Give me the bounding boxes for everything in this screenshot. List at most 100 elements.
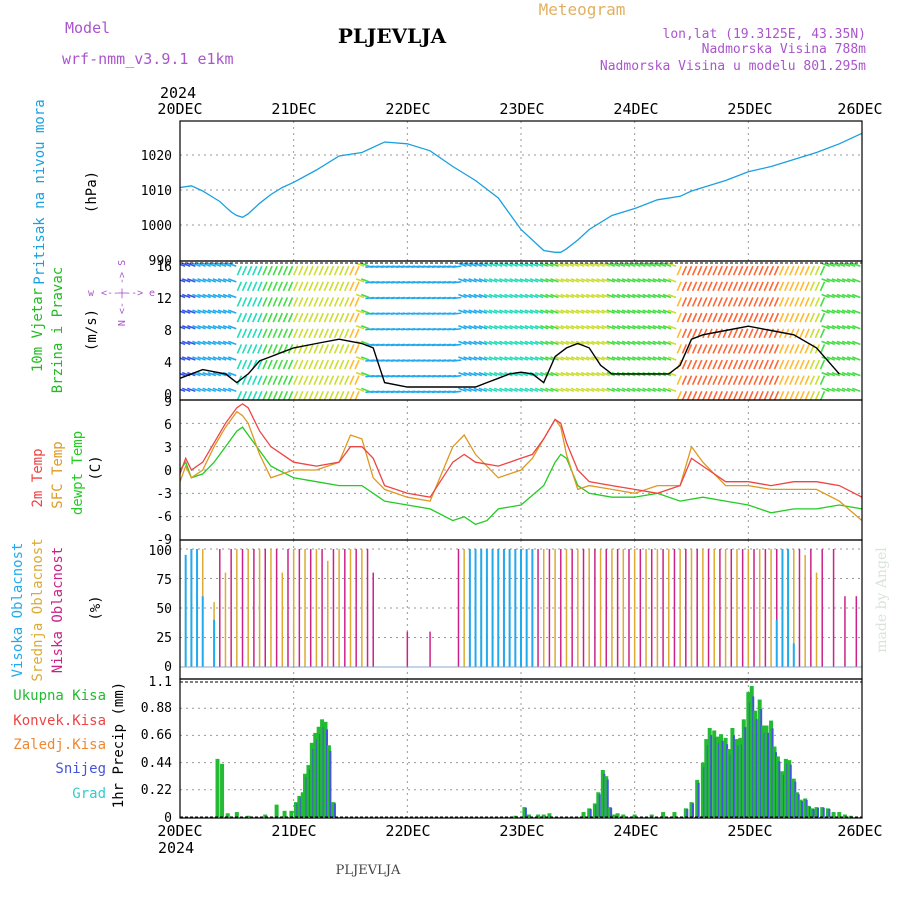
wind-barb	[545, 387, 554, 393]
wind-barb	[509, 309, 518, 314]
wind-barb	[202, 309, 211, 314]
wind-barb	[570, 262, 580, 267]
wind-barb	[642, 387, 651, 393]
wind-barb	[519, 309, 529, 314]
wind-barb	[632, 262, 641, 267]
precip-bar	[837, 812, 842, 817]
wind-barb	[821, 262, 830, 267]
precip-bar	[621, 814, 626, 817]
wind-barb	[197, 278, 206, 283]
wind-barb	[794, 281, 800, 292]
wind-barb	[748, 328, 754, 339]
precip-legend-total: Ukupna Kisa	[13, 688, 106, 704]
wind-barb	[799, 297, 805, 307]
wind-barb	[282, 375, 289, 385]
wind-barb	[717, 281, 723, 292]
wind-barb	[647, 340, 656, 346]
wind-barb	[826, 309, 836, 314]
wind-barb	[821, 309, 830, 314]
wind-barb	[696, 344, 703, 354]
wind-barb	[819, 328, 826, 339]
wind-barb	[514, 278, 523, 283]
precip-bar	[791, 778, 796, 817]
wind-barb	[565, 387, 575, 393]
wind-barb	[236, 359, 243, 370]
wind-barb	[732, 312, 739, 323]
wind-barb	[241, 375, 248, 385]
wind-barb	[565, 325, 575, 330]
wind-barb	[519, 262, 529, 267]
wind-barb	[686, 265, 693, 276]
wind-barb	[621, 309, 631, 314]
wind-barb	[539, 293, 549, 299]
wind-barb	[483, 325, 493, 330]
wind-barb	[606, 278, 616, 283]
temp-label-2m: 2m Temp	[30, 448, 46, 507]
wind-barb	[758, 390, 764, 400]
wind-barb	[187, 356, 196, 361]
wind-barb	[783, 359, 790, 370]
wind-barb	[202, 325, 211, 330]
wind-barb	[344, 312, 350, 323]
precip-snow-bar	[692, 803, 694, 817]
wind-barb	[743, 375, 749, 385]
wind-barb	[323, 281, 330, 292]
wind-barb	[763, 265, 769, 276]
wind-barb	[555, 262, 564, 267]
wind-barb	[473, 293, 483, 299]
wind-barb	[355, 309, 365, 314]
wind-barb	[826, 340, 836, 346]
wind-barb	[323, 375, 330, 385]
wind-barb	[570, 371, 580, 377]
wind-barb	[349, 328, 355, 339]
precip-bar	[820, 807, 825, 817]
wind-barb	[468, 371, 477, 377]
wind-barb	[642, 262, 651, 267]
wind-barb	[652, 387, 662, 393]
wind-barb	[768, 265, 775, 276]
wind-barb	[652, 325, 662, 330]
wind-barb	[313, 265, 319, 276]
wind-barb	[267, 344, 273, 354]
wind-barb	[499, 356, 508, 361]
wind-barb	[222, 293, 232, 299]
wind-barb	[601, 356, 610, 361]
wind-barb	[794, 312, 800, 323]
wind-barb	[758, 265, 764, 276]
wind-barb	[355, 387, 365, 393]
wind-barb	[509, 340, 518, 346]
wind-barb	[657, 309, 667, 314]
wind-barb	[227, 278, 237, 283]
wind-barb	[799, 281, 805, 292]
wind-barb	[292, 281, 299, 292]
wind-barb	[318, 312, 324, 323]
wind-barb	[197, 262, 206, 267]
wind-barb	[524, 340, 534, 346]
wind-barb	[681, 375, 688, 385]
wind-barb	[277, 359, 284, 370]
wind-barb	[355, 371, 365, 377]
wind-barb	[814, 390, 821, 400]
pressure-ytick: 1010	[141, 184, 172, 199]
wind-barb	[313, 344, 319, 354]
precip-bar	[738, 737, 743, 817]
wind-barb	[580, 356, 590, 361]
wind-barb	[727, 344, 734, 354]
wind-barb	[753, 390, 759, 400]
wind-barb	[468, 387, 477, 393]
wind-barb	[657, 387, 667, 393]
wind-barb	[737, 359, 744, 370]
wind-barb	[621, 387, 631, 393]
wind-barb	[836, 262, 846, 267]
wind-barb	[287, 375, 294, 385]
wind-barb	[328, 281, 335, 292]
wind-barb	[836, 293, 846, 299]
wind-barb	[529, 325, 539, 330]
wind-barb	[333, 344, 340, 354]
wind-barb	[831, 293, 841, 299]
wind-barb	[616, 340, 626, 346]
wind-barb	[257, 344, 263, 354]
wind-barb	[344, 265, 350, 276]
wind-barb	[257, 312, 263, 323]
wind-barb	[493, 387, 503, 393]
